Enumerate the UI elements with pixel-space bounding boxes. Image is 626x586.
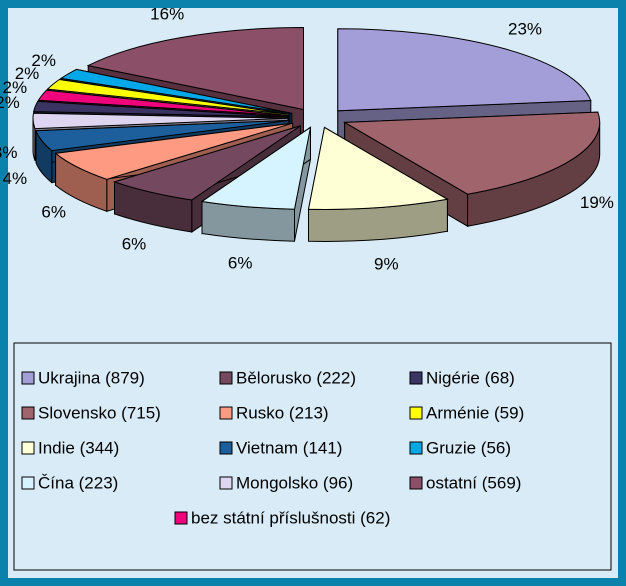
legend-swatch [21, 476, 35, 490]
slice [33, 100, 289, 118]
legend-swatch [219, 406, 233, 420]
legend-swatch [21, 371, 35, 385]
legend-label: ostatní (569) [426, 473, 521, 492]
legend-swatch [409, 371, 423, 385]
legend-label: Bělorusko (222) [236, 368, 356, 387]
slice [32, 112, 289, 130]
legend-label: Vietnam (141) [236, 438, 342, 457]
legend-swatch [219, 441, 233, 455]
legend-label: Mongolsko (96) [236, 473, 353, 492]
slice [307, 126, 449, 210]
data-label: 9% [374, 254, 399, 273]
slice [112, 125, 301, 201]
legend-swatch [219, 476, 233, 490]
legend-swatch [174, 511, 188, 525]
slice [54, 122, 293, 180]
data-label: 2% [31, 51, 56, 70]
data-label: 3% [0, 143, 17, 162]
legend: Ukrajina (879) Slovensko (715) Indie (344)… [21, 368, 524, 527]
legend-label: Ukrajina (879) [38, 368, 145, 387]
legend-swatch [409, 406, 423, 420]
legend-label: Čína (223) [38, 473, 118, 492]
data-label: 6% [228, 253, 253, 272]
legend-label: bez státní příslušnosti (62) [191, 508, 390, 527]
data-label: 19% [580, 193, 614, 212]
legend-label: Rusko (213) [236, 403, 329, 422]
legend-box [13, 342, 612, 571]
legend-label: Gruzie (56) [426, 438, 511, 457]
data-label: 2% [0, 93, 20, 112]
legend-label: Indie (344) [38, 438, 119, 457]
slice [86, 26, 304, 111]
legend-label: Slovensko (715) [38, 403, 161, 422]
pie: 23%19%9%6%6%6%4%3%2%2%2%2%16% [0, 4, 614, 273]
data-label: 6% [122, 235, 147, 254]
data-label: 2% [15, 64, 40, 83]
slice [59, 68, 292, 114]
slice [342, 111, 601, 195]
slice [337, 28, 592, 112]
slice [37, 89, 289, 117]
legend-swatch [409, 441, 423, 455]
legend-label: Nigérie (68) [426, 368, 515, 387]
data-label: 23% [508, 19, 542, 38]
legend-swatch [409, 476, 423, 490]
data-label: 6% [41, 202, 66, 221]
legend-swatch [219, 371, 233, 385]
slice [200, 126, 312, 210]
legend-label: Arménie (59) [426, 403, 524, 422]
data-label: 16% [150, 4, 184, 23]
slice [46, 78, 291, 115]
data-label: 4% [3, 169, 28, 188]
legend-swatch [21, 441, 35, 455]
data-label: 2% [3, 78, 28, 97]
legend-swatch [21, 406, 35, 420]
slice [35, 119, 289, 152]
